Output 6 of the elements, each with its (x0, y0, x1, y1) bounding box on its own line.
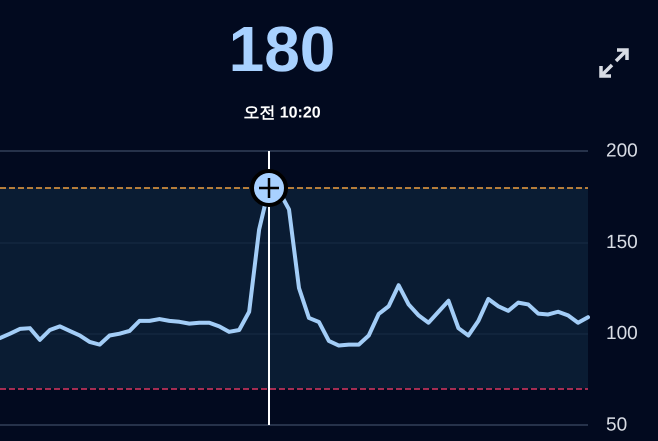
chart-subtitle: 오전 10:20 (243, 104, 321, 122)
y-tick-label: 100 (606, 323, 638, 344)
y-tick-label: 200 (606, 140, 638, 162)
chart-title: 180 (228, 13, 336, 85)
y-tick-label: 150 (606, 232, 638, 253)
y-tick-label: 50 (606, 414, 628, 436)
